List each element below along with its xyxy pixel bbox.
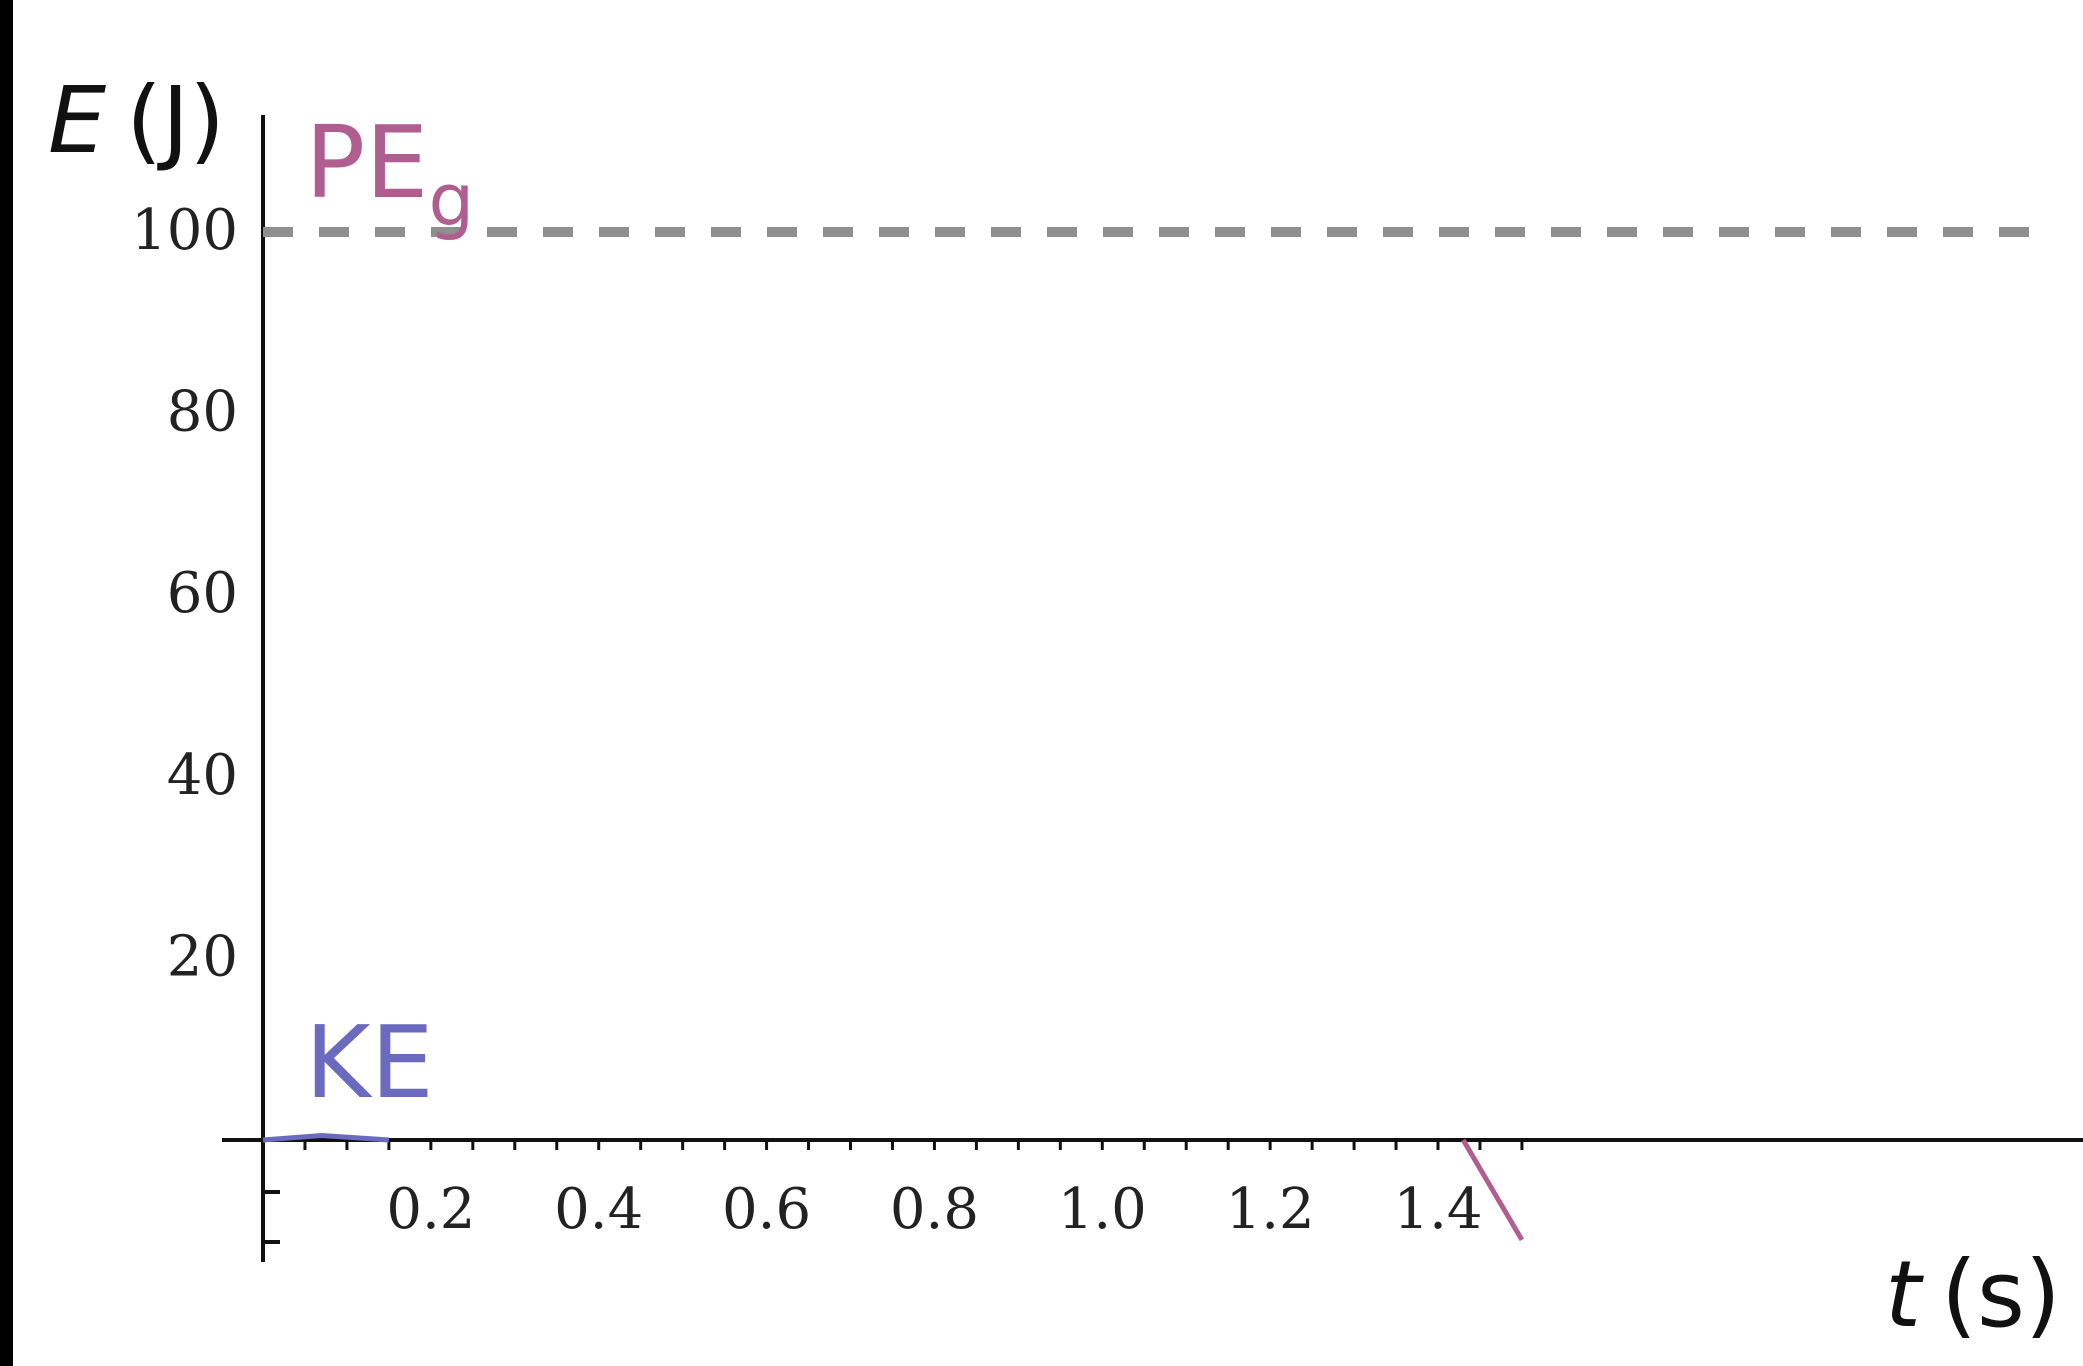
x-tick-label: 0.6	[722, 1177, 811, 1242]
y-tick-label: 100	[131, 198, 238, 263]
x-tick-label: 0.8	[890, 1177, 979, 1242]
axes	[222, 115, 2083, 1262]
y-tick-labels: 100 80 60 40 20	[131, 198, 238, 989]
y-tick-label: 40	[167, 743, 238, 808]
x-tick-label: 0.4	[554, 1177, 643, 1242]
series-line-ke	[262, 1132, 390, 1143]
y-tick-label: 60	[167, 561, 238, 626]
x-tick-label: 1.2	[1226, 1177, 1315, 1242]
minor-ticks	[263, 1140, 1524, 1244]
ke-series-label: KE	[305, 1004, 434, 1121]
series-layer	[262, 1132, 1525, 1242]
x-axis-title: t (s)	[1885, 1241, 2061, 1348]
x-tick-label: 0.2	[386, 1177, 475, 1242]
x-tick-labels: 0.2 0.4 0.6 0.8 1.0 1.2 1.4	[386, 1177, 1482, 1242]
pe-series-label: PEg	[305, 104, 474, 242]
x-tick-label: 1.0	[1058, 1177, 1147, 1242]
y-tick-label: 20	[167, 924, 238, 989]
series-line-pe	[1461, 1138, 1525, 1242]
y-axis-title: E (J)	[48, 67, 225, 174]
x-tick-label: 1.4	[1393, 1177, 1482, 1242]
y-tick-label: 80	[167, 380, 238, 445]
